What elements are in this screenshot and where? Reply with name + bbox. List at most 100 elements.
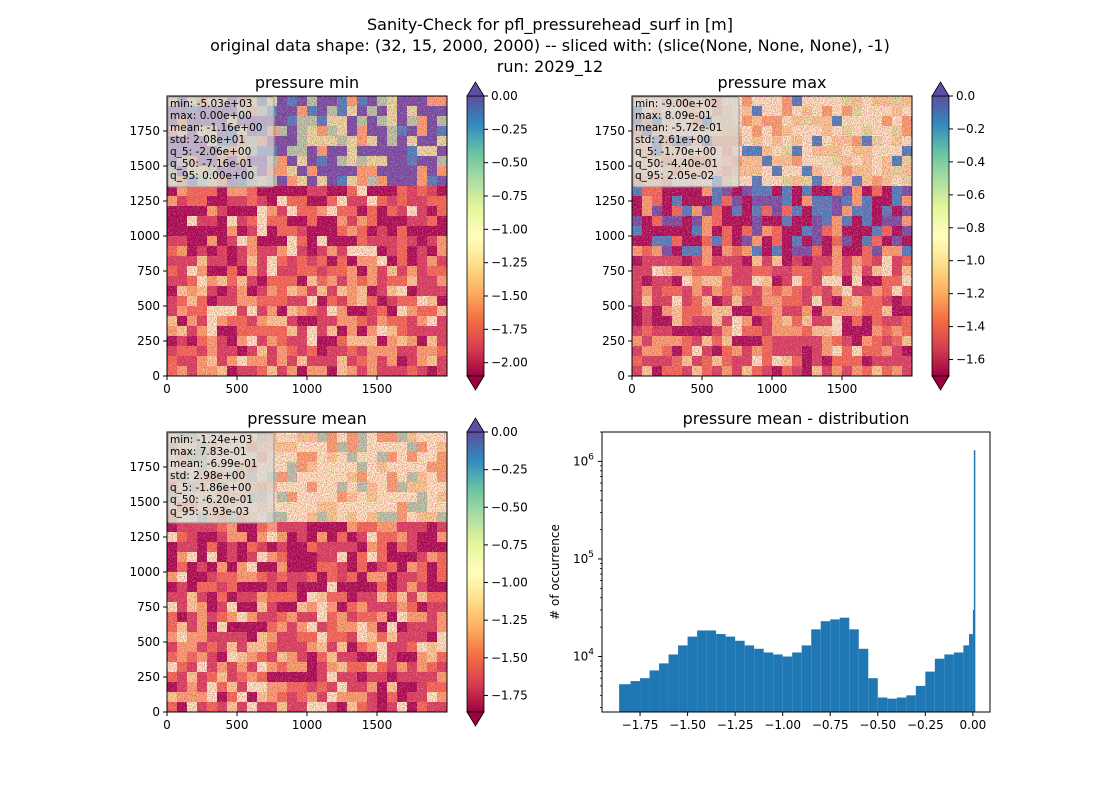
histogram-bar [716,634,726,712]
histogram-bar [839,617,850,712]
subplot-title: pressure mean [247,409,367,428]
y-tick-label: 1500 [129,495,160,509]
y-tick-label: 1250 [129,530,160,544]
colorbar-extend-min [466,711,485,727]
y-tick-label: 1000 [129,565,160,579]
histogram-bar [659,663,669,712]
histogram-bar [697,630,707,712]
histogram-bar [630,681,641,712]
colorbar-tick-label: −1.25 [491,256,528,270]
stats-line: mean: -6.99e-01 [170,458,257,470]
stats-line: min: -1.24e+03 [170,434,252,446]
stats-line: q_95: 0.00e+00 [170,170,254,182]
histogram-bar [858,648,869,712]
subplot-title: pressure mean - distribution [683,409,910,428]
y-tick-label: 1750 [594,124,625,138]
y-tick-label: 500 [137,635,160,649]
y-tick-label: 500 [602,299,625,313]
colorbar: 0.0 −0.2 −0.4 −0.6 −0.8 −1.0 −1.2 −1.4 −1.6 [931,81,985,391]
subplot-title: pressure min [255,73,359,92]
histogram-bar [906,695,916,712]
colorbar-tick-label: −1.0 [956,254,985,268]
colorbar-tick-label: −0.4 [956,155,985,169]
colorbar-tick-label: −1.6 [956,353,985,367]
x-tick-label: −0.25 [907,718,944,732]
histogram-bar [887,698,897,712]
x-tick-label: −0.75 [812,718,849,732]
histogram-bar [877,697,888,712]
y-tick-label: 1500 [129,159,160,173]
x-tick-label: −1.25 [717,718,754,732]
y-tick-label: 250 [137,670,160,684]
stats-line: max: 8.09e-01 [635,110,712,122]
stats-line: std: 2.98e+00 [170,470,245,482]
colorbar-tick-label: −0.75 [491,189,528,203]
y-tick-label: 105 [573,550,594,566]
histogram-bar [969,634,973,712]
histogram-bar [849,629,859,712]
histogram-bar [830,619,840,712]
histogram-bar [801,645,812,712]
histogram-bar [744,645,755,712]
colorbar-tick-label: −0.25 [491,463,528,477]
stats-line: min: -5.03e+03 [170,98,252,110]
histogram-bar [706,630,717,712]
stats-line: q_95: 5.93e-03 [170,506,249,518]
x-tick-label: 0 [163,382,171,396]
y-tick-label: 1750 [129,124,160,138]
colorbar-extend-min [931,375,950,391]
histogram-bar [792,652,802,712]
histogram-bar [640,678,650,712]
colorbar-tick-label: −2.00 [491,356,528,370]
colorbar-tick-label: −0.2 [956,122,985,136]
histogram-bar [763,652,774,712]
colorbar-tick-label: −0.50 [491,156,528,170]
y-tick-label: 106 [573,452,594,468]
stats-line: q_5: -2.06e+00 [170,146,251,158]
stats-line: q_50: -4.40e-01 [635,158,718,170]
heatmap-image [167,432,447,712]
histogram-bar [735,640,745,712]
x-tick-label: 1000 [292,718,323,732]
y-tick-label: 1250 [129,194,160,208]
y-tick-label: 750 [137,264,160,278]
x-tick-label: 1500 [827,382,858,396]
x-tick-label: 500 [691,382,714,396]
x-tick-label: 500 [226,718,249,732]
histogram-bar [687,636,698,712]
x-tick-label: 500 [226,382,249,396]
histogram-bar [820,621,831,712]
figure-title: Sanity-Check for pfl_pressurehead_surf i… [210,15,890,77]
stats-line: max: 7.83e-01 [170,446,247,458]
subplot-title: pressure max [717,73,826,92]
histogram-bar [973,450,976,712]
colorbar-extend-max [931,81,950,97]
y-tick-label: 0 [152,705,160,719]
colorbar-tick-label: −1.00 [491,576,528,590]
subplot-1: pressure min 0 500 1000 1500 0 250 500 750 1000 12… [129,73,527,396]
figure-title-line: original data shape: (32, 15, 2000, 2000… [210,36,890,55]
histogram-bar [754,648,764,712]
axes-frame [601,431,991,713]
colorbar-extend-max [466,81,485,97]
histogram-bar [668,654,679,712]
histogram-bar [963,645,970,712]
x-tick-label: 1000 [757,382,788,396]
colorbar-tick-label: −0.25 [491,122,528,136]
x-tick-label: 0.00 [960,718,987,732]
colorbar-tick-label: −1.25 [491,613,528,627]
y-tick-label: 750 [602,264,625,278]
colorbar-extend-min [466,375,485,391]
subplot-3: pressure mean 0 500 1000 1500 0 250 500 750 1000 1… [129,409,527,732]
stats-line: q_95: 2.05e-02 [635,170,714,182]
x-tick-label: 1500 [362,718,393,732]
x-tick-label: 1500 [362,382,393,396]
histogram-bar [934,658,945,712]
colorbar-tick-label: −1.75 [491,688,528,702]
stats-box-bg [632,96,740,188]
stats-box-bg [167,432,275,524]
stats-line: q_5: -1.70e+00 [635,146,716,158]
x-tick-label: −1.00 [764,718,801,732]
